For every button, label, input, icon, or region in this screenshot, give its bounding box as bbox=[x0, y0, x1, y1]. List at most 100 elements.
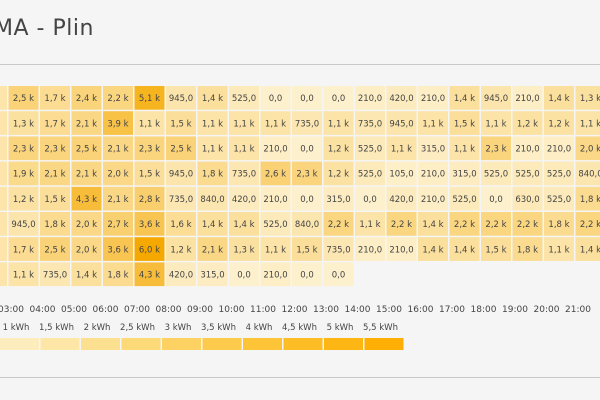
heatmap-cell[interactable] bbox=[292, 237, 322, 261]
heatmap-cell[interactable] bbox=[449, 111, 480, 135]
heatmap-cell[interactable] bbox=[8, 212, 39, 236]
heatmap-cell[interactable] bbox=[8, 262, 39, 287]
heatmap-cell[interactable] bbox=[197, 262, 228, 287]
heatmap-cell[interactable] bbox=[292, 212, 322, 236]
heatmap-cell[interactable] bbox=[449, 212, 480, 236]
heatmap-cell[interactable] bbox=[418, 136, 448, 161]
heatmap-cell[interactable] bbox=[0, 237, 7, 261]
heatmap-cell[interactable] bbox=[386, 212, 417, 236]
heatmap-cell[interactable] bbox=[103, 86, 133, 110]
heatmap-cell[interactable] bbox=[166, 86, 196, 110]
heatmap-cell[interactable] bbox=[418, 212, 448, 236]
heatmap-cell[interactable] bbox=[71, 186, 102, 211]
heatmap-cell[interactable] bbox=[481, 111, 511, 135]
heatmap-cell[interactable] bbox=[449, 186, 480, 211]
heatmap-cell[interactable] bbox=[575, 161, 600, 186]
heatmap-cell[interactable] bbox=[71, 86, 102, 110]
heatmap-cell[interactable] bbox=[197, 186, 228, 211]
heatmap-cell[interactable] bbox=[355, 212, 385, 236]
heatmap-cell[interactable] bbox=[481, 186, 511, 211]
heatmap-cell[interactable] bbox=[40, 111, 70, 135]
heatmap-cell[interactable] bbox=[355, 237, 385, 261]
heatmap-cell[interactable] bbox=[260, 186, 291, 211]
heatmap-cell[interactable] bbox=[386, 136, 417, 161]
heatmap-cell[interactable] bbox=[71, 136, 102, 161]
heatmap-cell[interactable] bbox=[134, 136, 165, 161]
heatmap-cell[interactable] bbox=[8, 111, 39, 135]
heatmap-cell[interactable] bbox=[166, 136, 196, 161]
heatmap-cell[interactable] bbox=[134, 161, 165, 186]
heatmap-cell[interactable] bbox=[103, 186, 133, 211]
heatmap-cell[interactable] bbox=[292, 161, 322, 186]
heatmap-cell[interactable] bbox=[386, 111, 417, 135]
heatmap-cell[interactable] bbox=[544, 111, 574, 135]
heatmap-cell[interactable] bbox=[575, 86, 600, 110]
heatmap-cell[interactable] bbox=[134, 237, 165, 261]
heatmap-cell[interactable] bbox=[260, 237, 291, 261]
heatmap-cell[interactable] bbox=[0, 111, 7, 135]
heatmap-cell[interactable] bbox=[260, 161, 291, 186]
heatmap-cell[interactable] bbox=[229, 86, 259, 110]
heatmap-cell[interactable] bbox=[355, 86, 385, 110]
heatmap-cell[interactable] bbox=[229, 237, 259, 261]
heatmap-cell[interactable] bbox=[134, 111, 165, 135]
heatmap-cell[interactable] bbox=[40, 86, 70, 110]
heatmap-cell[interactable] bbox=[260, 111, 291, 135]
heatmap-cell[interactable] bbox=[197, 237, 228, 261]
heatmap-cell[interactable] bbox=[0, 86, 7, 110]
heatmap-cell[interactable] bbox=[575, 212, 600, 236]
heatmap-cell[interactable] bbox=[134, 262, 165, 287]
heatmap-cell[interactable] bbox=[134, 86, 165, 110]
heatmap-cell[interactable] bbox=[386, 161, 417, 186]
heatmap-cell[interactable] bbox=[8, 186, 39, 211]
heatmap-cell[interactable] bbox=[418, 161, 448, 186]
heatmap-cell[interactable] bbox=[40, 161, 70, 186]
heatmap-cell[interactable] bbox=[418, 237, 448, 261]
heatmap-cell[interactable] bbox=[260, 212, 291, 236]
heatmap-cell[interactable] bbox=[8, 86, 39, 110]
heatmap-cell[interactable] bbox=[103, 237, 133, 261]
heatmap-cell[interactable] bbox=[260, 262, 291, 287]
heatmap-cell[interactable] bbox=[71, 111, 102, 135]
heatmap-cell[interactable] bbox=[229, 111, 259, 135]
heatmap-cell[interactable] bbox=[386, 86, 417, 110]
heatmap-cell[interactable] bbox=[166, 262, 196, 287]
heatmap-cell[interactable] bbox=[40, 262, 70, 287]
heatmap-cell[interactable] bbox=[292, 111, 322, 135]
heatmap-cell[interactable] bbox=[292, 136, 322, 161]
heatmap-cell[interactable] bbox=[166, 111, 196, 135]
heatmap-cell[interactable] bbox=[449, 237, 480, 261]
heatmap-cell[interactable] bbox=[575, 136, 600, 161]
heatmap-cell[interactable] bbox=[71, 161, 102, 186]
heatmap-cell[interactable] bbox=[0, 161, 7, 186]
heatmap-cell[interactable] bbox=[481, 136, 511, 161]
heatmap-cell[interactable] bbox=[8, 237, 39, 261]
heatmap-cell[interactable] bbox=[512, 212, 543, 236]
heatmap-cell[interactable] bbox=[229, 161, 259, 186]
heatmap-cell[interactable] bbox=[323, 186, 354, 211]
heatmap-cell[interactable] bbox=[292, 262, 322, 287]
heatmap-cell[interactable] bbox=[71, 237, 102, 261]
heatmap-cell[interactable] bbox=[260, 136, 291, 161]
heatmap-cell[interactable] bbox=[197, 136, 228, 161]
heatmap-cell[interactable] bbox=[40, 136, 70, 161]
heatmap-cell[interactable] bbox=[323, 212, 354, 236]
heatmap-cell[interactable] bbox=[8, 136, 39, 161]
heatmap-cell[interactable] bbox=[418, 186, 448, 211]
heatmap-cell[interactable] bbox=[481, 161, 511, 186]
heatmap-cell[interactable] bbox=[197, 161, 228, 186]
heatmap-cell[interactable] bbox=[292, 86, 322, 110]
heatmap-cell[interactable] bbox=[386, 186, 417, 211]
heatmap-cell[interactable] bbox=[8, 161, 39, 186]
heatmap-cell[interactable] bbox=[260, 86, 291, 110]
heatmap-cell[interactable] bbox=[166, 212, 196, 236]
heatmap-cell[interactable] bbox=[449, 161, 480, 186]
heatmap-cell[interactable] bbox=[292, 186, 322, 211]
heatmap-cell[interactable] bbox=[481, 237, 511, 261]
heatmap-cell[interactable] bbox=[512, 161, 543, 186]
heatmap-cell[interactable] bbox=[323, 237, 354, 261]
heatmap-cell[interactable] bbox=[386, 237, 417, 261]
heatmap-cell[interactable] bbox=[103, 161, 133, 186]
heatmap-cell[interactable] bbox=[449, 86, 480, 110]
heatmap-cell[interactable] bbox=[197, 111, 228, 135]
